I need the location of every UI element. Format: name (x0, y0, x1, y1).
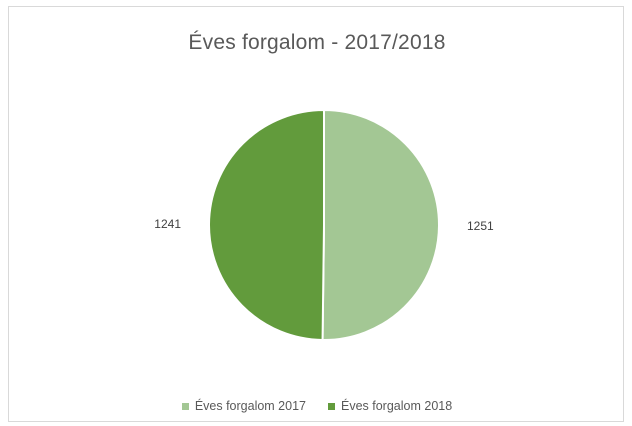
pie-plot: 1251 1241 (154, 108, 494, 342)
chart-title: Éves forgalom - 2017/2018 (188, 31, 446, 54)
legend-item-2018[interactable]: Éves forgalom 2018 (328, 399, 452, 413)
legend-swatch-2018 (328, 402, 335, 410)
data-labels: 1251 1241 (154, 217, 494, 233)
legend-item-2017[interactable]: Éves forgalom 2017 (181, 399, 306, 413)
legend-swatch-2017 (181, 402, 189, 410)
data-label-2018: 1241 (154, 217, 181, 231)
pie-slice-2018[interactable] (208, 108, 325, 342)
data-label-2017: 1251 (467, 219, 494, 233)
legend-label-2018: Éves forgalom 2018 (341, 399, 453, 413)
legend-label-2017: Éves forgalom 2017 (194, 399, 306, 413)
legend: Éves forgalom 2017 Éves forgalom 2018 (9, 399, 625, 413)
pie-slices (208, 108, 440, 342)
chart-area: Éves forgalom - 2017/2018 1251 1241 Éves … (8, 6, 624, 422)
pie-slice-2017[interactable] (321, 108, 440, 341)
